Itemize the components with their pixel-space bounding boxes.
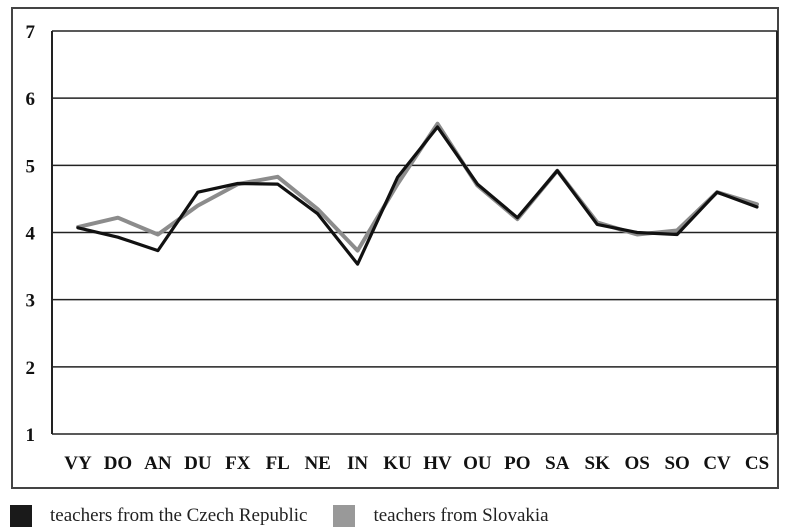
x-tick-label-do: DO: [104, 453, 133, 474]
series-line-czech: [76, 125, 759, 266]
gridlines: [52, 30, 777, 435]
x-tick-label-sa: SA: [545, 453, 570, 474]
x-tick-label-cv: CV: [703, 453, 731, 474]
x-tick-label-an: AN: [144, 453, 172, 474]
y-tick-label: 1: [26, 425, 36, 446]
y-tick-label: 2: [26, 358, 36, 379]
x-tick-label-in: IN: [347, 453, 368, 474]
x-tick-label-fl: FL: [266, 453, 290, 474]
legend-swatch-slovakia: [333, 505, 356, 527]
series-line-slovakia: [76, 121, 759, 253]
legend-item-slovakia: teachers from Slovakia: [333, 505, 549, 527]
legend-label-czech: teachers from the Czech Republic: [50, 505, 308, 526]
x-tick-label-os: OS: [624, 453, 649, 474]
x-tick-labels: VY DO AN DU FX FL NE IN KU HV OU PO SA SK OS SO CV CS: [64, 453, 769, 474]
legend: teachers from the Czech Republic teacher…: [10, 503, 575, 529]
x-tick-label-sk: SK: [585, 453, 611, 474]
x-tick-label-ku: KU: [383, 453, 412, 474]
y-tick-label: 7: [26, 22, 36, 43]
x-tick-label-fx: FX: [225, 453, 251, 474]
y-tick-label: 5: [26, 156, 36, 177]
x-tick-label-hv: HV: [423, 453, 452, 474]
series-lines: [76, 121, 759, 266]
legend-label-slovakia: teachers from Slovakia: [373, 505, 549, 526]
x-tick-label-so: SO: [664, 453, 689, 474]
legend-item-czech: teachers from the Czech Republic: [10, 505, 307, 527]
legend-swatch-czech: [10, 505, 32, 527]
x-tick-label-po: PO: [504, 453, 530, 474]
x-tick-label-vy: VY: [64, 453, 92, 474]
y-tick-label: 3: [26, 291, 36, 312]
y-tick-label: 4: [26, 224, 36, 245]
y-tick-label: 6: [26, 89, 36, 110]
x-tick-label-cs: CS: [745, 453, 769, 474]
x-tick-label-du: DU: [184, 453, 212, 474]
y-tick-labels: 1 2 3 4 5 6 7: [26, 22, 36, 446]
x-tick-label-ou: OU: [463, 453, 492, 474]
x-tick-label-ne: NE: [304, 453, 330, 474]
plot-frame: [11, 7, 779, 489]
